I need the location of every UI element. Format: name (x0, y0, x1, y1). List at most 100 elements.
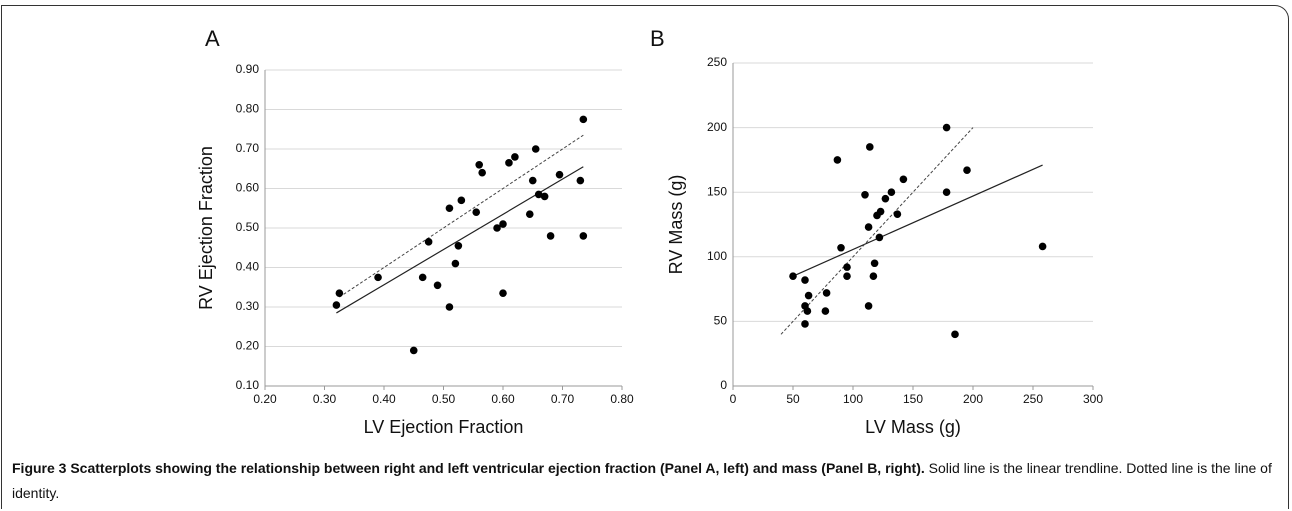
x-axis-title: LV Ejection Fraction (364, 417, 524, 437)
x-tick-label: 0.60 (491, 392, 515, 406)
x-tick-label: 0.30 (313, 392, 337, 406)
y-tick-label: 0.20 (236, 339, 260, 353)
point (493, 224, 501, 232)
point (531, 145, 540, 153)
x-axis-title: LV Mass (g) (865, 417, 961, 437)
dotted-trendline (339, 134, 584, 298)
dotted-trendline (780, 127, 974, 335)
x-tick-label: 0.40 (372, 392, 396, 406)
point (822, 289, 831, 297)
caption-text: Solid line is the linear trendline. Dott… (12, 460, 1272, 501)
point (1038, 242, 1047, 251)
point (801, 320, 809, 328)
x-tick-label: 100 (843, 392, 863, 406)
x-tick-label: 200 (963, 392, 983, 406)
point (424, 238, 433, 246)
point (801, 276, 809, 284)
x-tick-label: 0 (730, 392, 737, 406)
point (451, 259, 460, 268)
point (789, 272, 797, 280)
solid-trendline (792, 164, 1043, 277)
point (833, 156, 842, 164)
point (505, 159, 513, 167)
y-tick-label: 200 (707, 120, 727, 134)
point (534, 190, 543, 199)
point (866, 143, 874, 151)
point (893, 210, 902, 218)
point (942, 123, 951, 132)
x-tick-label: 0.70 (551, 392, 575, 406)
point (876, 207, 885, 216)
y-tick-label: 50 (714, 314, 728, 328)
point (528, 176, 537, 185)
caption-heading: Figure 3 Scatterplots showing the relati… (12, 460, 925, 476)
point (540, 192, 549, 201)
point (555, 170, 564, 179)
point (335, 289, 344, 297)
panel-label: A (205, 26, 220, 51)
point (887, 188, 896, 196)
point (881, 194, 890, 203)
point (457, 196, 466, 205)
point (843, 272, 851, 280)
point (478, 168, 486, 177)
y-tick-label: 150 (707, 184, 727, 198)
point (861, 190, 869, 199)
point (951, 330, 959, 339)
y-tick-label: 0.70 (236, 141, 260, 155)
point (576, 176, 585, 185)
figure-frame (1, 5, 1289, 509)
point (433, 281, 442, 290)
point (546, 232, 555, 240)
point (409, 346, 418, 355)
point (579, 232, 588, 240)
y-axis-title: RV Ejection Fraction (196, 146, 216, 310)
point (875, 233, 884, 242)
point (870, 259, 879, 268)
point (579, 115, 588, 124)
point (374, 273, 382, 282)
y-tick-label: 0.80 (236, 102, 260, 116)
y-axis-title: RV Mass (g) (666, 175, 686, 275)
point (499, 289, 507, 297)
y-tick-label: 0 (720, 378, 727, 392)
point (942, 188, 951, 196)
point (475, 161, 484, 169)
caption: Figure 3 Scatterplots showing the relati… (12, 456, 1272, 506)
y-tick-label: 0.10 (236, 378, 260, 392)
point (803, 307, 812, 315)
point (837, 243, 845, 252)
point (821, 307, 830, 315)
point (899, 175, 908, 184)
y-tick-label: 0.50 (236, 220, 260, 234)
solid-trendline (336, 166, 584, 314)
point (418, 273, 427, 282)
point (963, 166, 971, 175)
point (511, 153, 519, 161)
x-tick-label: 250 (1023, 392, 1043, 406)
y-tick-label: 100 (707, 249, 727, 263)
point (445, 303, 454, 311)
y-tick-label: 0.90 (236, 62, 260, 76)
x-tick-label: 0.50 (432, 392, 456, 406)
point (472, 208, 481, 216)
point (864, 302, 873, 310)
point (332, 301, 341, 309)
point (445, 204, 454, 213)
y-tick-label: 0.60 (236, 181, 260, 195)
chart: A0.100.200.300.400.500.600.700.800.900.2… (196, 26, 1104, 437)
y-tick-label: 250 (707, 55, 727, 69)
point (869, 272, 878, 280)
x-tick-label: 150 (903, 392, 923, 406)
panel-label: B (650, 26, 665, 51)
point (525, 210, 534, 218)
point (864, 223, 873, 231)
x-tick-label: 50 (786, 392, 800, 406)
x-tick-label: 300 (1083, 392, 1103, 406)
point (499, 220, 507, 228)
point (843, 263, 851, 271)
y-tick-label: 0.40 (236, 260, 260, 274)
y-tick-label: 0.30 (236, 299, 260, 313)
point (804, 291, 813, 300)
